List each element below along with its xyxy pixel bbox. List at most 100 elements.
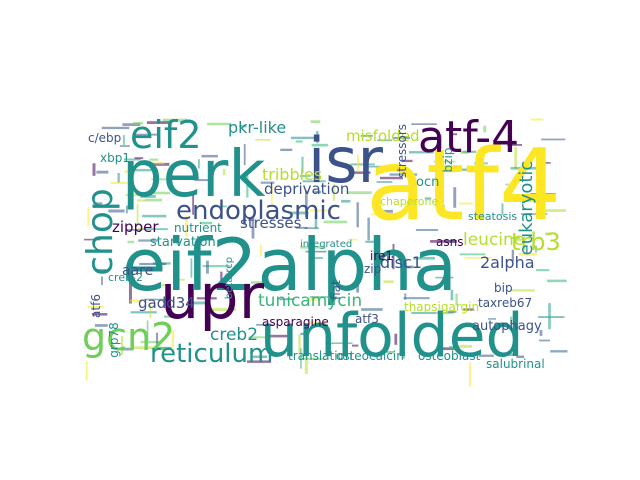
small-word-mark [536,269,550,272]
small-word-mark [251,218,255,239]
small-word-mark [483,125,487,133]
cloud-word: atf6 [89,294,103,318]
small-word-mark [190,258,193,278]
small-word-mark [309,296,334,298]
cloud-word: ocn [416,175,439,190]
small-word-mark [361,308,383,311]
small-word-mark [132,346,158,350]
small-word-mark [365,240,374,243]
small-word-mark [351,171,371,174]
small-word-mark [196,297,217,300]
small-word-mark [173,278,185,281]
small-word-mark [313,190,322,194]
small-word-mark [125,193,141,197]
small-word-mark [507,144,522,146]
small-word-mark [138,239,159,242]
small-word-mark [136,204,139,226]
cloud-word: perk [122,138,265,212]
small-word-mark [383,280,394,284]
small-word-mark [411,312,437,314]
small-word-mark [542,162,551,164]
small-word-mark [133,121,143,125]
cloud-word: atf4 [366,129,561,243]
cloud-word: misfolded [346,127,420,145]
cloud-word: xbp1 [100,151,130,165]
small-word-mark [117,173,120,183]
small-word-mark [101,276,103,285]
small-word-mark [305,250,327,253]
small-word-mark [300,348,302,369]
small-word-mark [193,301,207,305]
cloud-word: grp78 [107,322,121,357]
cloud-word: stresses [240,214,302,232]
small-word-mark [415,229,438,231]
small-word-mark [314,257,323,259]
small-word-mark [299,175,311,178]
small-word-mark [539,339,550,342]
small-word-mark [511,249,514,262]
small-word-mark [122,123,141,126]
small-word-mark [516,355,525,359]
small-word-mark [518,252,538,256]
cloud-word: fiat [329,280,343,300]
small-word-mark [352,344,359,347]
cloud-word: asparagine [262,315,329,329]
cloud-word: zipper [112,218,159,236]
small-word-mark [367,217,370,241]
cloud-word: eif2alpha [122,223,457,307]
cloud-word: autophagy [472,319,542,334]
small-word-mark [131,334,134,346]
small-word-mark [130,299,143,303]
small-word-mark [247,360,271,363]
cloud-word: 2alpha [480,253,535,272]
small-word-mark [510,166,538,170]
small-word-mark [299,357,325,360]
cloud-word: starvation [150,235,216,250]
small-word-mark [128,264,131,278]
small-word-mark [149,191,170,195]
cloud-word: reticulum [150,339,273,369]
small-word-mark [246,175,249,198]
small-word-mark [304,351,308,374]
small-word-mark [450,133,458,136]
small-word-mark [347,191,372,194]
small-word-mark [544,209,566,212]
small-word-mark [541,138,566,141]
small-word-mark [151,178,169,181]
small-word-mark [295,226,308,229]
small-word-mark [146,320,149,342]
cloud-word: osteocalcin [336,349,404,363]
small-word-mark [300,332,309,335]
small-word-mark [163,315,183,318]
small-word-mark [357,154,359,172]
small-word-mark [250,281,270,284]
small-word-mark [119,145,130,147]
cloud-word: taxreb67 [478,296,532,310]
small-word-mark [126,205,128,214]
small-word-mark [325,342,353,344]
cloud-word: atf-4 [418,112,519,163]
small-word-mark [450,289,454,301]
cloud-word: endoplasmic [176,196,341,226]
cloud-word: upr [160,260,265,333]
cloud-word: nutrient [174,221,222,235]
small-word-mark [377,139,393,142]
small-word-mark [402,159,413,163]
small-word-mark [441,169,455,173]
small-word-mark [442,205,445,218]
small-word-mark [300,246,326,249]
small-word-mark [146,121,170,124]
small-word-mark [259,244,262,257]
small-word-mark [403,297,430,300]
cloud-word: creb2 [210,325,258,345]
cloud-word: aare [122,263,153,279]
small-word-mark [464,257,492,259]
small-word-mark [530,193,556,196]
small-word-mark [421,276,424,289]
small-word-mark [220,271,223,290]
small-word-mark [213,205,227,208]
small-word-mark [530,118,544,121]
small-word-mark [455,293,458,306]
small-word-mark [206,260,209,274]
cloud-word: bip [494,281,513,295]
